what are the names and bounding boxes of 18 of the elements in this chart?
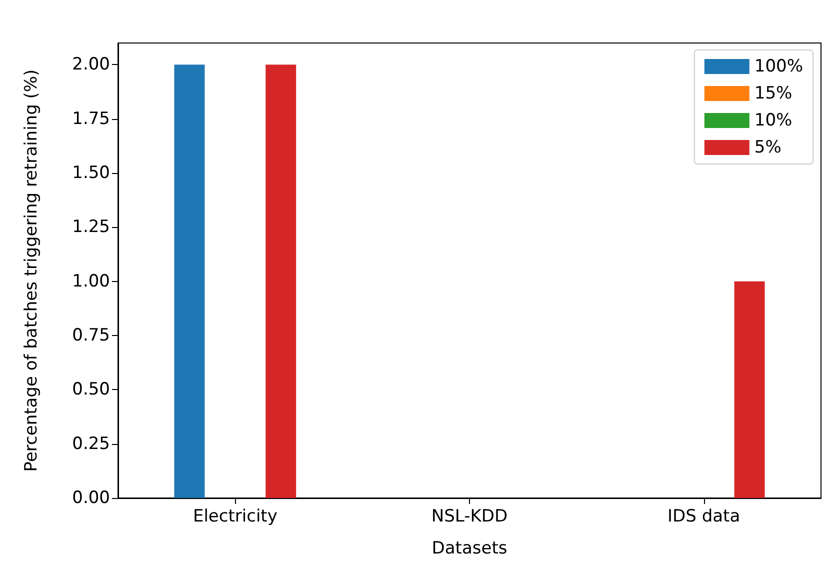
x-tick-label: IDS data bbox=[668, 506, 740, 526]
y-tick-label: 0.00 bbox=[72, 488, 110, 508]
y-tick-label: 1.75 bbox=[72, 108, 110, 129]
y-tick-label: 0.25 bbox=[72, 434, 110, 454]
x-axis-title: Datasets bbox=[432, 538, 508, 558]
y-tick-label: 2.00 bbox=[72, 54, 110, 75]
y-tick-label: 1.00 bbox=[72, 271, 110, 292]
y-tick-label: 1.25 bbox=[72, 217, 110, 238]
legend-label: 5% bbox=[754, 138, 782, 158]
y-tick-label: 0.50 bbox=[72, 380, 110, 400]
y-tick-label: 0.75 bbox=[72, 326, 110, 346]
legend-label: 100% bbox=[754, 56, 804, 76]
y-axis-title: Percentage of batches triggering retraining (%) bbox=[22, 69, 42, 472]
x-tick-label: NSL-KDD bbox=[431, 506, 508, 526]
y-tick-label: 1.50 bbox=[72, 163, 110, 183]
legend-label: 15% bbox=[754, 84, 792, 104]
x-tick-label: Electricity bbox=[192, 506, 278, 526]
legend-label: 10% bbox=[754, 110, 792, 130]
